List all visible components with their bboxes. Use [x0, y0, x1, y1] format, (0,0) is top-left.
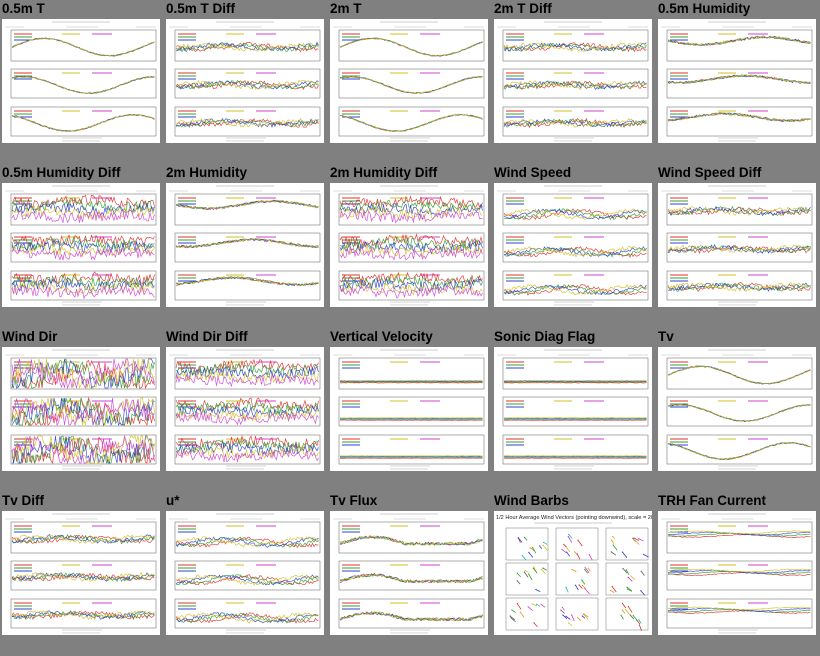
- plot-thumbnail-tv-diff[interactable]: [2, 511, 160, 635]
- plot-image-2m-humidity-diff: [330, 183, 488, 307]
- plot-thumbnail-wind-speed-diff[interactable]: [658, 183, 816, 307]
- plot-title-trh-fan-current: TRH Fan Current: [658, 493, 766, 508]
- plot-thumbnail-0-5m-humidity[interactable]: [658, 19, 816, 143]
- plot-cell-trh-fan-current: TRH Fan Current: [656, 492, 820, 656]
- plot-image-2m-t-diff: [494, 19, 652, 143]
- plot-image-wind-speed-diff: [658, 183, 816, 307]
- plot-title-0-5m-humidity: 0.5m Humidity: [658, 1, 751, 16]
- plot-image-u-star: [166, 511, 324, 635]
- plot-title-vertical-velocity: Vertical Velocity: [330, 329, 433, 344]
- plot-cell-2m-humidity-diff: 2m Humidity Diff: [328, 164, 492, 328]
- plot-thumbnail-sonic-diag-flag[interactable]: [494, 347, 652, 471]
- plot-title-wind-barbs: Wind Barbs: [494, 493, 569, 508]
- plot-cell-tv-diff: Tv Diff: [0, 492, 164, 656]
- plot-image-tv-diff: [2, 511, 160, 635]
- plot-cell-0-5m-humidity: 0.5m Humidity: [656, 0, 820, 164]
- plot-thumbnail-u-star[interactable]: [166, 511, 324, 635]
- plot-thumbnail-tv[interactable]: [658, 347, 816, 471]
- plot-thumbnail-2m-humidity[interactable]: [166, 183, 324, 307]
- plot-title-2m-humidity-diff: 2m Humidity Diff: [330, 165, 438, 180]
- plot-title-tv-flux: Tv Flux: [330, 493, 378, 508]
- plot-title-wind-dir: Wind Dir: [2, 329, 58, 344]
- plot-image-wind-dir: [2, 347, 160, 471]
- wind-barbs-heading: 1/2 Hour Average Wind Vectors (pointing …: [496, 515, 652, 521]
- plot-title-2m-t-diff: 2m T Diff: [494, 1, 552, 16]
- plot-cell-u-star: u*: [164, 492, 328, 656]
- plot-image-trh-fan-current: [658, 511, 816, 635]
- plot-thumbnail-2m-t-diff[interactable]: [494, 19, 652, 143]
- plot-thumbnail-vertical-velocity[interactable]: [330, 347, 488, 471]
- plot-thumbnail-2m-humidity-diff[interactable]: [330, 183, 488, 307]
- plot-image-0-5m-humidity-diff: [2, 183, 160, 307]
- plot-cell-wind-barbs: Wind Barbs 1/2 Hour Average Wind Vectors …: [492, 492, 656, 656]
- plot-title-tv-diff: Tv Diff: [2, 493, 44, 508]
- plot-title-wind-speed-diff: Wind Speed Diff: [658, 165, 762, 180]
- plot-thumbnail-wind-speed[interactable]: [494, 183, 652, 307]
- plot-thumbnail-trh-fan-current[interactable]: [658, 511, 816, 635]
- plot-title-0-5m-t: 0.5m T: [2, 1, 45, 16]
- plot-cell-tv-flux: Tv Flux: [328, 492, 492, 656]
- plot-image-wind-barbs: 1/2 Hour Average Wind Vectors (pointing …: [494, 511, 652, 635]
- plot-cell-wind-speed: Wind Speed: [492, 164, 656, 328]
- plot-title-0-5m-humidity-diff: 0.5m Humidity Diff: [2, 165, 121, 180]
- plot-cell-wind-dir-diff: Wind Dir Diff: [164, 328, 328, 492]
- plot-thumbnail-0-5m-humidity-diff[interactable]: [2, 183, 160, 307]
- plot-cell-2m-humidity: 2m Humidity: [164, 164, 328, 328]
- plot-thumbnail-0-5m-t-diff[interactable]: [166, 19, 324, 143]
- plot-thumbnail-wind-dir[interactable]: [2, 347, 160, 471]
- plot-image-wind-dir-diff: [166, 347, 324, 471]
- plot-image-tv: [658, 347, 816, 471]
- plot-title-wind-speed: Wind Speed: [494, 165, 572, 180]
- plot-image-0-5m-t-diff: [166, 19, 324, 143]
- plot-title-tv: Tv: [658, 329, 674, 344]
- plot-thumbnail-2m-t[interactable]: [330, 19, 488, 143]
- plot-image-wind-speed: [494, 183, 652, 307]
- plot-cell-2m-t: 2m T: [328, 0, 492, 164]
- plot-cell-wind-dir: Wind Dir: [0, 328, 164, 492]
- plot-image-0-5m-humidity: [658, 19, 816, 143]
- plot-image-0-5m-t: [2, 19, 160, 143]
- plot-thumbnail-wind-barbs[interactable]: 1/2 Hour Average Wind Vectors (pointing …: [494, 511, 652, 635]
- plot-title-2m-humidity: 2m Humidity: [166, 165, 248, 180]
- plot-cell-0-5m-t-diff: 0.5m T Diff: [164, 0, 328, 164]
- plot-title-sonic-diag-flag: Sonic Diag Flag: [494, 329, 596, 344]
- plot-thumbnail-0-5m-t[interactable]: [2, 19, 160, 143]
- plot-image-tv-flux: [330, 511, 488, 635]
- plot-cell-vertical-velocity: Vertical Velocity: [328, 328, 492, 492]
- plot-cell-sonic-diag-flag: Sonic Diag Flag: [492, 328, 656, 492]
- plot-title-wind-dir-diff: Wind Dir Diff: [166, 329, 248, 344]
- plot-title-0-5m-t-diff: 0.5m T Diff: [166, 1, 236, 16]
- plot-thumbnail-wind-dir-diff[interactable]: [166, 347, 324, 471]
- plot-cell-wind-speed-diff: Wind Speed Diff: [656, 164, 820, 328]
- plot-cell-tv: Tv: [656, 328, 820, 492]
- plot-image-sonic-diag-flag: [494, 347, 652, 471]
- plot-image-2m-humidity: [166, 183, 324, 307]
- plot-title-u-star: u*: [166, 493, 180, 508]
- plot-cell-0-5m-humidity-diff: 0.5m Humidity Diff: [0, 164, 164, 328]
- plot-cell-2m-t-diff: 2m T Diff: [492, 0, 656, 164]
- plot-title-2m-t: 2m T: [330, 1, 362, 16]
- plot-thumbnail-tv-flux[interactable]: [330, 511, 488, 635]
- plot-image-vertical-velocity: [330, 347, 488, 471]
- plot-image-2m-t: [330, 19, 488, 143]
- plot-cell-0-5m-t: 0.5m T: [0, 0, 164, 164]
